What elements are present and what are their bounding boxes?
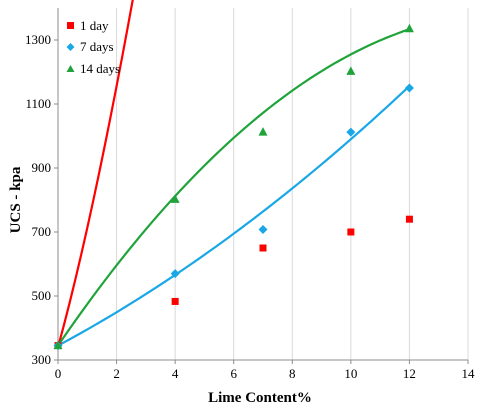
legend-item-7-days: 7 days (66, 39, 114, 54)
x-tick-label-4: 4 (172, 366, 179, 381)
x-tick-label-2: 2 (113, 366, 120, 381)
trendline-14-days (57, 28, 410, 347)
x-tick-label-10: 10 (344, 366, 357, 381)
trendline-1-day (56, 0, 134, 348)
x-tick-label-8: 8 (289, 366, 296, 381)
legend-label-14-days: 14 days (80, 61, 120, 76)
y-tick-label-300: 300 (32, 352, 52, 367)
y-tick-label-1300: 1300 (25, 32, 51, 47)
grid-layer (116, 8, 469, 360)
y-tick-label-900: 900 (32, 160, 52, 175)
point-14-days-3 (346, 66, 356, 75)
point-1-day-3 (347, 228, 355, 236)
legend-marker-1-day (67, 22, 74, 29)
x-tick-label-12: 12 (403, 366, 416, 381)
x-axis-title: Lime Content% (208, 390, 312, 406)
point-14-days-4 (404, 23, 414, 33)
point-14-days-1 (170, 194, 180, 203)
legend-item-14-days: 14 days (66, 61, 120, 76)
axis-layer (54, 8, 469, 364)
y-tick-label-700: 700 (32, 224, 52, 239)
legend-marker-7-days (66, 43, 75, 51)
x-tick-label-6: 6 (230, 366, 237, 381)
x-tick-label-14: 14 (462, 366, 476, 381)
y-axis-title: UCS - kpa (8, 166, 24, 233)
legend-item-1-day: 1 day (67, 18, 109, 33)
tick-label-layer: 0 2 4 6 8 10 12 14 300 500 700 900 1100 1300 (25, 32, 475, 381)
y-tick-label-500: 500 (32, 288, 52, 303)
point-14-days-0 (53, 340, 63, 350)
trend-layer (56, 0, 411, 348)
point-layer (53, 23, 414, 351)
point-7-days-3 (346, 127, 356, 137)
legend-label-7-days: 7 days (80, 39, 114, 54)
legend-marker-14-days (66, 65, 75, 72)
point-7-days-2 (258, 224, 268, 234)
x-tick-label-0: 0 (55, 366, 62, 381)
point-1-day-4 (405, 215, 413, 223)
legend: 1 day 7 days 14 days (66, 18, 120, 76)
point-1-day-2 (259, 244, 267, 252)
point-7-days-4 (404, 83, 414, 93)
point-1-day-1 (171, 297, 179, 305)
point-14-days-2 (258, 127, 268, 136)
point-7-days-1 (170, 269, 180, 279)
legend-label-1-day: 1 day (80, 18, 109, 33)
y-tick-label-1100: 1100 (25, 96, 51, 111)
trendline-7-days (57, 85, 411, 347)
